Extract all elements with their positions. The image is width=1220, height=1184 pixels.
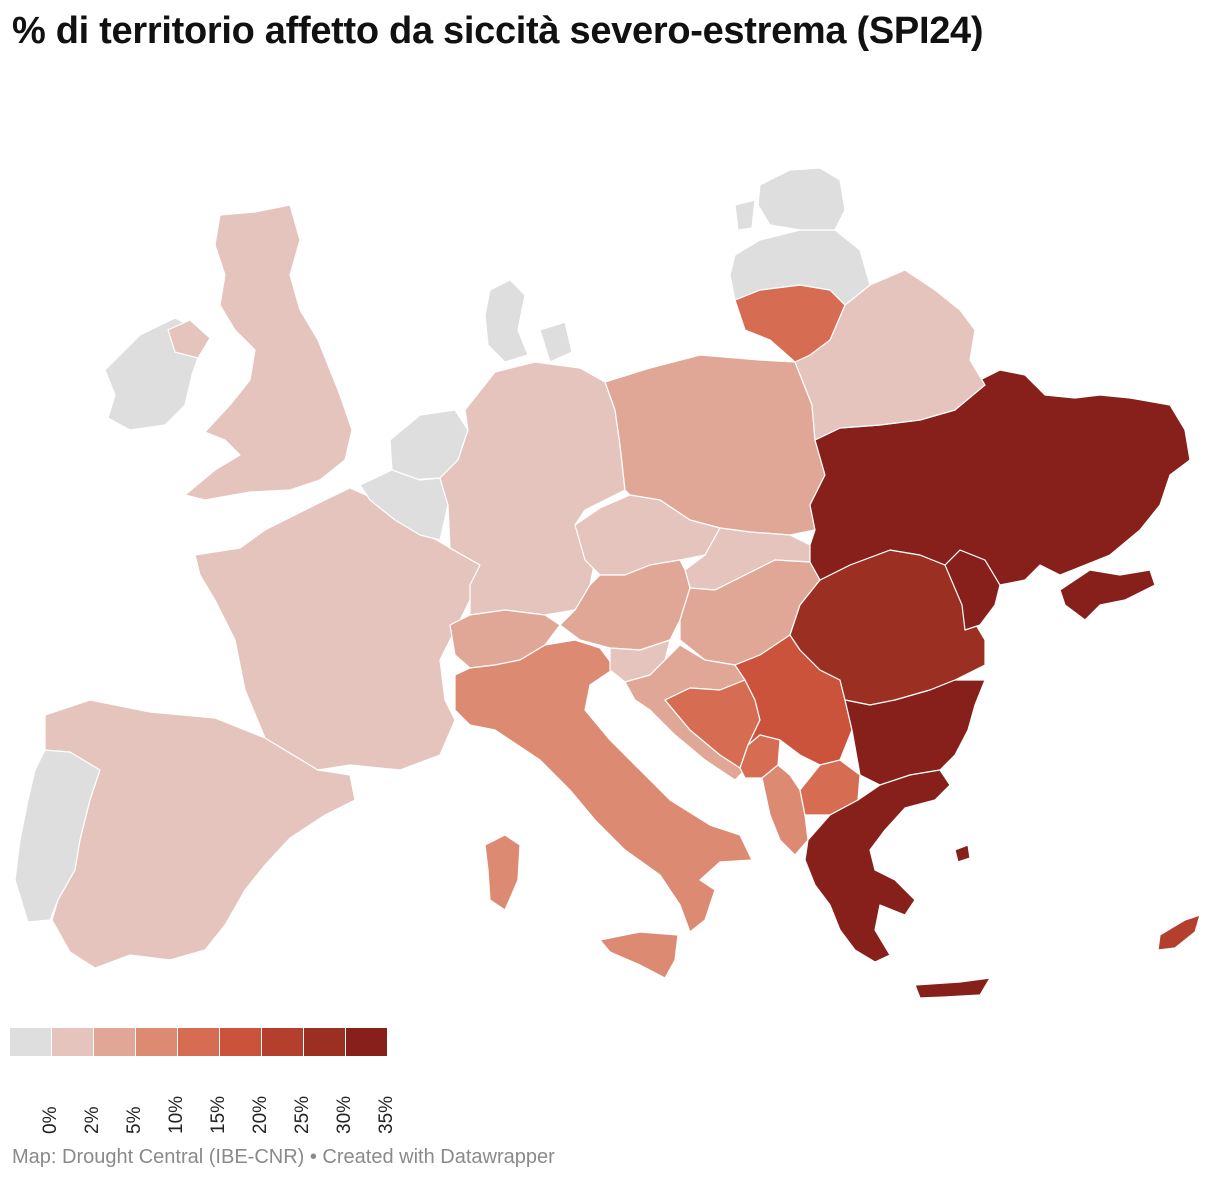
legend-swatch <box>136 1028 178 1056</box>
legend-tick-label: 20% <box>250 1095 271 1134</box>
legend-color-bar <box>10 1028 388 1056</box>
belgium[interactable] <box>359 469 449 541</box>
color-legend: 0% 2% 5% 10% 15% 20% 25% 30% 35% <box>10 1028 397 1136</box>
legend-tick-label: 2% <box>82 1106 103 1134</box>
france[interactable] <box>194 487 481 771</box>
ukraine[interactable] <box>809 369 1191 621</box>
north-macedonia[interactable] <box>799 759 861 816</box>
legend-tick-label: 0% <box>40 1106 61 1134</box>
legend-swatch <box>52 1028 94 1056</box>
map-title: % di territorio affetto da siccità sever… <box>12 10 984 52</box>
legend-swatch <box>220 1028 262 1056</box>
legend-tick-label: 10% <box>166 1095 187 1134</box>
legend-tick-label: 30% <box>334 1095 355 1134</box>
legend-tick-label: 15% <box>208 1095 229 1134</box>
montenegro[interactable] <box>739 734 781 779</box>
legend-tick-label: 25% <box>292 1095 313 1134</box>
poland[interactable] <box>604 354 826 536</box>
choropleth-map <box>14 167 1201 999</box>
bulgaria[interactable] <box>844 679 986 786</box>
legend-swatch <box>178 1028 220 1056</box>
legend-tick-label: 35% <box>376 1095 397 1134</box>
estonia[interactable] <box>734 167 846 231</box>
legend-swatch <box>304 1028 346 1056</box>
legend-swatch <box>262 1028 304 1056</box>
united-kingdom[interactable] <box>167 204 353 501</box>
albania[interactable] <box>761 764 809 856</box>
greece[interactable] <box>804 769 991 999</box>
legend-swatch <box>346 1028 388 1056</box>
italy[interactable] <box>454 639 753 979</box>
denmark[interactable] <box>484 279 573 363</box>
legend-swatch <box>10 1028 52 1056</box>
legend-swatch <box>94 1028 136 1056</box>
cyprus[interactable] <box>1157 914 1201 951</box>
map-credit: Map: Drought Central (IBE-CNR) • Created… <box>12 1146 555 1168</box>
legend-tick-labels: 0% 2% 5% 10% 15% 20% 25% 30% 35% <box>10 1056 397 1136</box>
legend-tick-label: 5% <box>124 1106 145 1134</box>
